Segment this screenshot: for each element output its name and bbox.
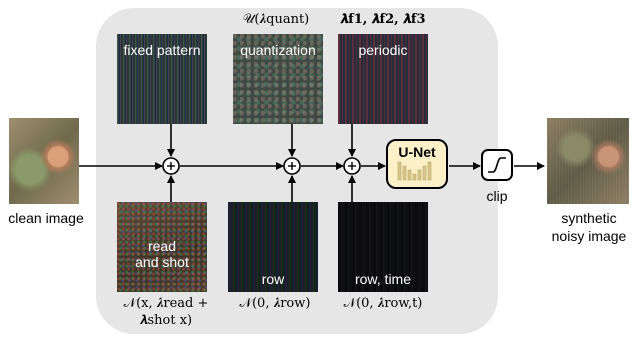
sum-node-1 bbox=[162, 157, 180, 175]
clip-curve-icon bbox=[488, 157, 506, 173]
periodic-label: periodic bbox=[358, 42, 408, 58]
read-shot-equation-1: 𝒩(x, 𝝀read + bbox=[123, 296, 209, 311]
unet-block: U-Net bbox=[386, 139, 448, 189]
row-time-label: row, time bbox=[354, 271, 411, 287]
clip-block bbox=[481, 149, 513, 181]
sum-node-2 bbox=[283, 157, 301, 175]
periodic-equation: 𝝀f1, 𝝀f2, 𝝀f3 bbox=[340, 12, 426, 27]
fixed-pattern-label: fixed pattern bbox=[123, 42, 201, 58]
quantization-equation: 𝒰(𝝀quant) bbox=[242, 12, 310, 27]
quantization-label: quantization bbox=[240, 42, 316, 58]
unet-label: U-Net bbox=[398, 144, 436, 160]
clip-label: clip bbox=[486, 188, 508, 204]
clean-image-label: clean image bbox=[8, 210, 84, 226]
quantization-noise-image: quantization bbox=[233, 34, 323, 124]
row-equation: 𝒩(0, 𝝀row) bbox=[239, 296, 311, 311]
fixed-pattern-noise-image: fixed pattern bbox=[117, 34, 207, 124]
read-shot-label-2: and shot bbox=[135, 254, 189, 270]
synthetic-noisy-image bbox=[547, 118, 629, 204]
row-time-noise-image: row, time bbox=[338, 202, 428, 292]
noisy-image-label-1: synthetic bbox=[561, 210, 617, 226]
noisy-image-label-2: noisy image bbox=[551, 228, 627, 244]
unet-icon bbox=[397, 161, 432, 181]
read-shot-noise-image: read and shot bbox=[117, 202, 207, 292]
read-shot-label-1: read bbox=[147, 238, 177, 254]
row-label: row bbox=[261, 271, 285, 287]
clean-image bbox=[9, 118, 79, 204]
periodic-noise-image: periodic bbox=[338, 34, 428, 124]
read-shot-equation-2: 𝝀shot x) bbox=[139, 313, 193, 328]
row-time-equation: 𝒩(0, 𝝀row,t) bbox=[343, 296, 423, 311]
row-noise-image: row bbox=[228, 202, 318, 292]
sum-node-3 bbox=[343, 157, 361, 175]
